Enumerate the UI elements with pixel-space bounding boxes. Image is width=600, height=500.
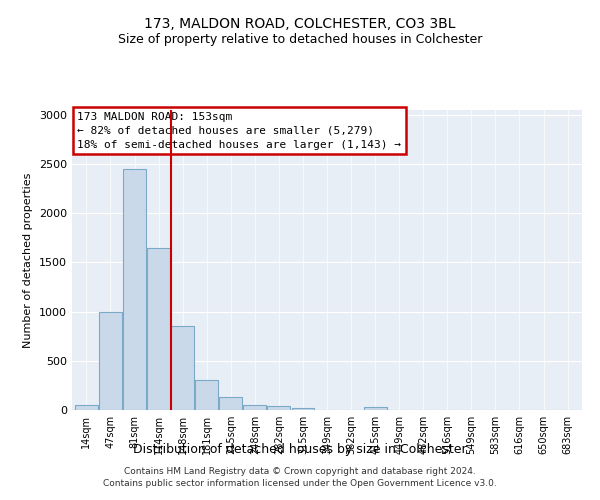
- Bar: [75, 405, 98, 410]
- Text: 173, MALDON ROAD, COLCHESTER, CO3 3BL: 173, MALDON ROAD, COLCHESTER, CO3 3BL: [144, 18, 456, 32]
- Bar: [171, 326, 194, 410]
- Bar: [268, 406, 290, 410]
- Bar: [220, 397, 242, 410]
- Bar: [364, 407, 386, 410]
- Text: Contains HM Land Registry data © Crown copyright and database right 2024.
Contai: Contains HM Land Registry data © Crown c…: [103, 466, 497, 487]
- Bar: [195, 380, 218, 410]
- Y-axis label: Number of detached properties: Number of detached properties: [23, 172, 34, 348]
- Bar: [123, 169, 146, 410]
- Bar: [99, 312, 122, 410]
- Text: Distribution of detached houses by size in Colchester: Distribution of detached houses by size …: [133, 442, 467, 456]
- Text: 173 MALDON ROAD: 153sqm
← 82% of detached houses are smaller (5,279)
18% of semi: 173 MALDON ROAD: 153sqm ← 82% of detache…: [77, 112, 401, 150]
- Text: Size of property relative to detached houses in Colchester: Size of property relative to detached ho…: [118, 32, 482, 46]
- Bar: [147, 248, 170, 410]
- Bar: [244, 405, 266, 410]
- Bar: [292, 408, 314, 410]
